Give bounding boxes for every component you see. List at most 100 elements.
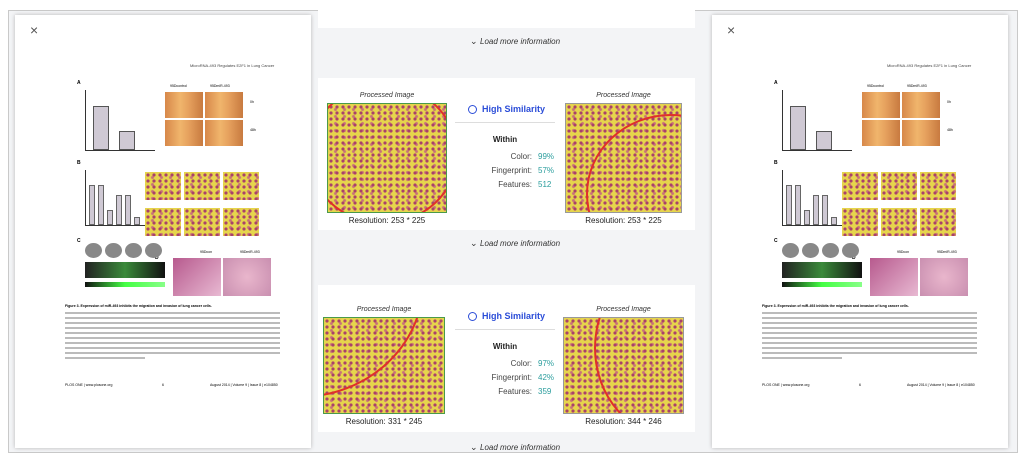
panel-label: C — [774, 238, 778, 244]
panel-caption: 95DmiR-493 — [937, 250, 957, 254]
processed-image[interactable] — [323, 317, 445, 414]
scope: Within — [492, 342, 518, 351]
footer: August 2014 | Volume 9 | Issue 8 | e1048… — [210, 383, 278, 387]
metric-label: Fingerprint: — [491, 166, 532, 175]
figure-image — [85, 243, 102, 258]
figure-image — [920, 258, 968, 296]
metric-label: Features: — [498, 180, 532, 189]
match-arc — [586, 114, 681, 212]
footer: PLOS ONE | www.plosone.org — [762, 383, 810, 387]
figure-image — [223, 172, 259, 200]
panel-label: A — [77, 80, 81, 86]
panel-label: D — [155, 255, 159, 261]
figure-image — [223, 208, 259, 236]
axis — [782, 170, 783, 225]
figure-image — [842, 172, 878, 200]
image-title: Processed Image — [356, 306, 412, 313]
text-line — [762, 312, 977, 314]
figure-image — [145, 243, 162, 258]
bar — [813, 195, 819, 225]
footer: 6 — [162, 383, 164, 387]
bar — [134, 217, 140, 225]
processed-image[interactable] — [565, 103, 682, 213]
metric-value: 359 — [538, 387, 552, 396]
metric-value: 99% — [538, 152, 555, 161]
processed-image[interactable] — [563, 317, 684, 414]
figure-image — [125, 243, 142, 258]
figure-image — [842, 208, 878, 236]
figure-image — [902, 92, 940, 118]
figure-image — [782, 243, 799, 258]
text-line — [65, 317, 280, 319]
axis — [782, 225, 842, 226]
footer: 6 — [859, 383, 861, 387]
text-line — [762, 352, 977, 354]
text-line — [65, 312, 280, 314]
panel-caption: 95Dcon — [897, 250, 910, 254]
search-icon — [468, 105, 477, 114]
figure-image — [862, 120, 900, 146]
metric-value: 57% — [538, 166, 555, 175]
metric-label: Color: — [510, 152, 532, 161]
load-more[interactable]: Load more information — [480, 443, 561, 452]
doc-header: MicroRNA-493 Regulates E2F1 in Lung Canc… — [887, 63, 972, 68]
bar — [795, 185, 801, 225]
divider — [455, 122, 555, 123]
figure-image — [822, 243, 839, 258]
panel-caption: 95DmiR-493 — [907, 84, 927, 88]
metric-label: Color: — [510, 359, 532, 368]
resolution: Resolution: 253 * 225 — [585, 216, 662, 225]
match-arc — [328, 104, 446, 212]
bar — [93, 106, 109, 150]
text-line — [65, 322, 280, 324]
text-line — [762, 347, 977, 349]
processed-image[interactable] — [327, 103, 447, 213]
close-button[interactable]: × — [30, 22, 39, 38]
figure-image — [85, 282, 165, 287]
panel-caption: 95DmiR-493 — [210, 84, 230, 88]
bar — [116, 195, 122, 225]
panel-label: B — [77, 160, 81, 166]
bar — [790, 106, 806, 150]
text-line — [65, 352, 280, 354]
text-line — [65, 327, 280, 329]
figure-image — [165, 120, 203, 146]
figure-caption: Figure 3. Expression of miR-493 inhibits… — [762, 304, 909, 308]
text-line — [762, 322, 977, 324]
panel-caption: 95Dcontrol — [867, 84, 884, 88]
scope: Within — [492, 135, 518, 144]
figure-image — [842, 243, 859, 258]
text-line — [65, 342, 280, 344]
panel-caption: 0h — [250, 100, 254, 104]
verdict: High Similarity — [482, 311, 546, 321]
figure-image — [920, 172, 956, 200]
resolution: Resolution: 344 * 246 — [585, 417, 662, 426]
bar — [816, 131, 832, 150]
metric-label: Fingerprint: — [491, 373, 532, 382]
metric-label: Features: — [498, 387, 532, 396]
bar — [831, 217, 837, 225]
panel-caption: 95DmiR-493 — [240, 250, 260, 254]
match-arc — [594, 318, 683, 413]
figure-image — [223, 258, 271, 296]
load-more[interactable]: Load more information — [480, 37, 561, 46]
figure-image — [782, 282, 862, 287]
image-title: Processed Image — [596, 92, 651, 99]
divider — [455, 329, 555, 330]
verdict: High Similarity — [482, 104, 546, 114]
load-more[interactable]: Load more information — [480, 239, 561, 248]
figure-image — [85, 262, 165, 278]
image-title: Processed Image — [359, 92, 415, 99]
bar — [822, 195, 828, 225]
text-line — [762, 337, 977, 339]
close-button[interactable]: × — [727, 22, 736, 38]
load-more-icon: ⌄ — [470, 36, 478, 46]
text-line — [762, 327, 977, 329]
panel-label: C — [77, 238, 81, 244]
axis — [85, 90, 86, 150]
figure-image — [145, 172, 181, 200]
footer: PLOS ONE | www.plosone.org — [65, 383, 113, 387]
text-line — [65, 332, 280, 334]
figure-image — [881, 208, 917, 236]
